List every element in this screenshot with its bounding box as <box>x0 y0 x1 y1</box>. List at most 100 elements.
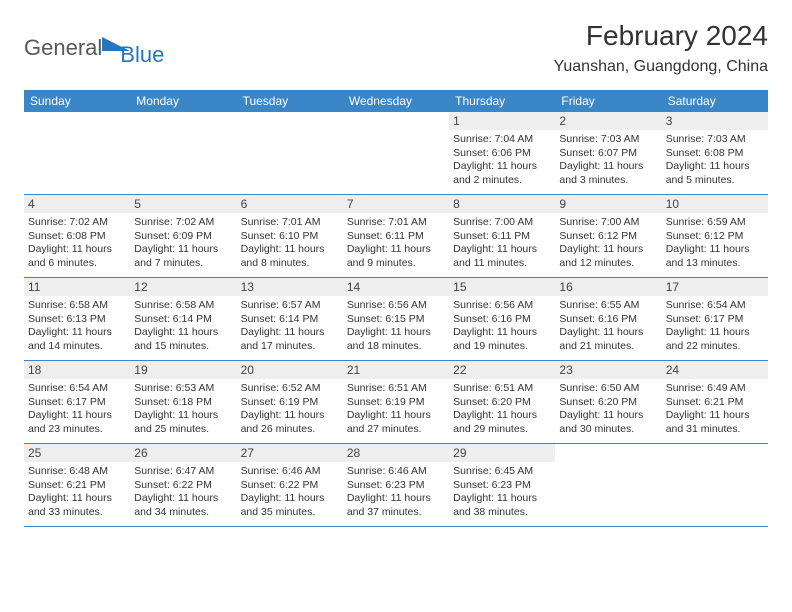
day-cell: 10Sunrise: 6:59 AMSunset: 6:12 PMDayligh… <box>662 195 768 277</box>
sunset-text: Sunset: 6:20 PM <box>453 396 551 410</box>
day-number: 11 <box>24 278 130 296</box>
sunrise-text: Sunrise: 6:57 AM <box>241 299 339 313</box>
sunset-text: Sunset: 6:20 PM <box>559 396 657 410</box>
day2-text: and 25 minutes. <box>134 423 232 437</box>
day1-text: Daylight: 11 hours <box>134 409 232 423</box>
day1-text: Daylight: 11 hours <box>453 243 551 257</box>
sunset-text: Sunset: 6:23 PM <box>453 479 551 493</box>
day1-text: Daylight: 11 hours <box>347 492 445 506</box>
day-cell: 12Sunrise: 6:58 AMSunset: 6:14 PMDayligh… <box>130 278 236 360</box>
day1-text: Daylight: 11 hours <box>559 160 657 174</box>
day2-text: and 8 minutes. <box>241 257 339 271</box>
day-cell: 6Sunrise: 7:01 AMSunset: 6:10 PMDaylight… <box>237 195 343 277</box>
day1-text: Daylight: 11 hours <box>559 409 657 423</box>
sunset-text: Sunset: 6:15 PM <box>347 313 445 327</box>
day-number: 2 <box>555 112 661 130</box>
day-cell: 15Sunrise: 6:56 AMSunset: 6:16 PMDayligh… <box>449 278 555 360</box>
day2-text: and 29 minutes. <box>453 423 551 437</box>
sunrise-text: Sunrise: 7:02 AM <box>28 216 126 230</box>
day2-text: and 2 minutes. <box>453 174 551 188</box>
sunset-text: Sunset: 6:18 PM <box>134 396 232 410</box>
day-cell: 9Sunrise: 7:00 AMSunset: 6:12 PMDaylight… <box>555 195 661 277</box>
top-row: General Blue February 2024 Yuanshan, Gua… <box>24 20 768 76</box>
day2-text: and 12 minutes. <box>559 257 657 271</box>
day2-text: and 23 minutes. <box>28 423 126 437</box>
sunrise-text: Sunrise: 6:48 AM <box>28 465 126 479</box>
day-cell: 23 Sunrise: 6:50 AMSunset: 6:20 PMDayligh… <box>555 361 661 443</box>
sunset-text: Sunset: 6:21 PM <box>28 479 126 493</box>
sunset-text: Sunset: 6:14 PM <box>241 313 339 327</box>
day-cell <box>237 112 343 194</box>
weekday-header: Wednesday <box>343 90 449 112</box>
page-title: February 2024 <box>554 20 768 52</box>
sunrise-text: Sunrise: 7:04 AM <box>453 133 551 147</box>
sunrise-text: Sunrise: 6:51 AM <box>453 382 551 396</box>
day1-text: Daylight: 11 hours <box>453 160 551 174</box>
sunrise-text: Sunrise: 6:59 AM <box>666 216 764 230</box>
sunrise-text: Sunrise: 7:00 AM <box>559 216 657 230</box>
day-cell: 19Sunrise: 6:53 AMSunset: 6:18 PMDayligh… <box>130 361 236 443</box>
sunset-text: Sunset: 6:11 PM <box>453 230 551 244</box>
day1-text: Daylight: 11 hours <box>28 409 126 423</box>
sunset-text: Sunset: 6:12 PM <box>559 230 657 244</box>
sunset-text: Sunset: 6:16 PM <box>559 313 657 327</box>
logo-triangle-icon <box>102 37 130 51</box>
sunset-text: Sunset: 6:17 PM <box>666 313 764 327</box>
day-cell: 22Sunrise: 6:51 AMSunset: 6:20 PMDayligh… <box>449 361 555 443</box>
day-cell: 4Sunrise: 7:02 AMSunset: 6:08 PMDaylight… <box>24 195 130 277</box>
sunrise-text: Sunrise: 6:53 AM <box>134 382 232 396</box>
sunrise-text: Sunrise: 7:02 AM <box>134 216 232 230</box>
day2-text: and 38 minutes. <box>453 506 551 520</box>
day1-text: Daylight: 11 hours <box>241 492 339 506</box>
day2-text: and 22 minutes. <box>666 340 764 354</box>
day-cell: 2 Sunrise: 7:03 AMSunset: 6:07 PMDaylight… <box>555 112 661 194</box>
day-number: 22 <box>449 361 555 379</box>
day2-text: and 21 minutes. <box>559 340 657 354</box>
sunset-text: Sunset: 6:17 PM <box>28 396 126 410</box>
logo-text-general: General <box>24 35 102 61</box>
day-number: 27 <box>237 444 343 462</box>
sunset-text: Sunset: 6:07 PM <box>559 147 657 161</box>
sunrise-text: Sunrise: 7:03 AM <box>559 133 657 147</box>
sunset-text: Sunset: 6:16 PM <box>453 313 551 327</box>
day2-text: and 31 minutes. <box>666 423 764 437</box>
day2-text: and 6 minutes. <box>28 257 126 271</box>
day-number: 13 <box>237 278 343 296</box>
sunset-text: Sunset: 6:19 PM <box>241 396 339 410</box>
location-text: Yuanshan, Guangdong, China <box>554 58 768 76</box>
day-number: 16 <box>555 278 661 296</box>
sunrise-text: Sunrise: 6:45 AM <box>453 465 551 479</box>
day-cell: 21Sunrise: 6:51 AMSunset: 6:19 PMDayligh… <box>343 361 449 443</box>
day-number: 17 <box>662 278 768 296</box>
day-cell: 26Sunrise: 6:47 AMSunset: 6:22 PMDayligh… <box>130 444 236 526</box>
day-number: 28 <box>343 444 449 462</box>
day1-text: Daylight: 11 hours <box>241 326 339 340</box>
sunrise-text: Sunrise: 6:47 AM <box>134 465 232 479</box>
weekday-header: Tuesday <box>237 90 343 112</box>
day-cell: 27Sunrise: 6:46 AMSunset: 6:22 PMDayligh… <box>237 444 343 526</box>
day-cell <box>555 444 661 526</box>
day2-text: and 37 minutes. <box>347 506 445 520</box>
day1-text: Daylight: 11 hours <box>28 243 126 257</box>
day1-text: Daylight: 11 hours <box>28 326 126 340</box>
day1-text: Daylight: 11 hours <box>28 492 126 506</box>
day2-text: and 26 minutes. <box>241 423 339 437</box>
day-cell: 7Sunrise: 7:01 AMSunset: 6:11 PMDaylight… <box>343 195 449 277</box>
day-cell: 16Sunrise: 6:55 AMSunset: 6:16 PMDayligh… <box>555 278 661 360</box>
sunrise-text: Sunrise: 7:03 AM <box>666 133 764 147</box>
day-number: 14 <box>343 278 449 296</box>
day1-text: Daylight: 11 hours <box>666 326 764 340</box>
sunrise-text: Sunrise: 6:50 AM <box>559 382 657 396</box>
day1-text: Daylight: 11 hours <box>559 326 657 340</box>
day-cell: 25Sunrise: 6:48 AMSunset: 6:21 PMDayligh… <box>24 444 130 526</box>
sunrise-text: Sunrise: 6:58 AM <box>134 299 232 313</box>
sunset-text: Sunset: 6:08 PM <box>28 230 126 244</box>
day2-text: and 27 minutes. <box>347 423 445 437</box>
day-number: 7 <box>343 195 449 213</box>
day1-text: Daylight: 11 hours <box>559 243 657 257</box>
day2-text: and 34 minutes. <box>134 506 232 520</box>
day1-text: Daylight: 11 hours <box>347 326 445 340</box>
day-number: 29 <box>449 444 555 462</box>
sunset-text: Sunset: 6:09 PM <box>134 230 232 244</box>
day-number: 23 <box>555 361 661 379</box>
